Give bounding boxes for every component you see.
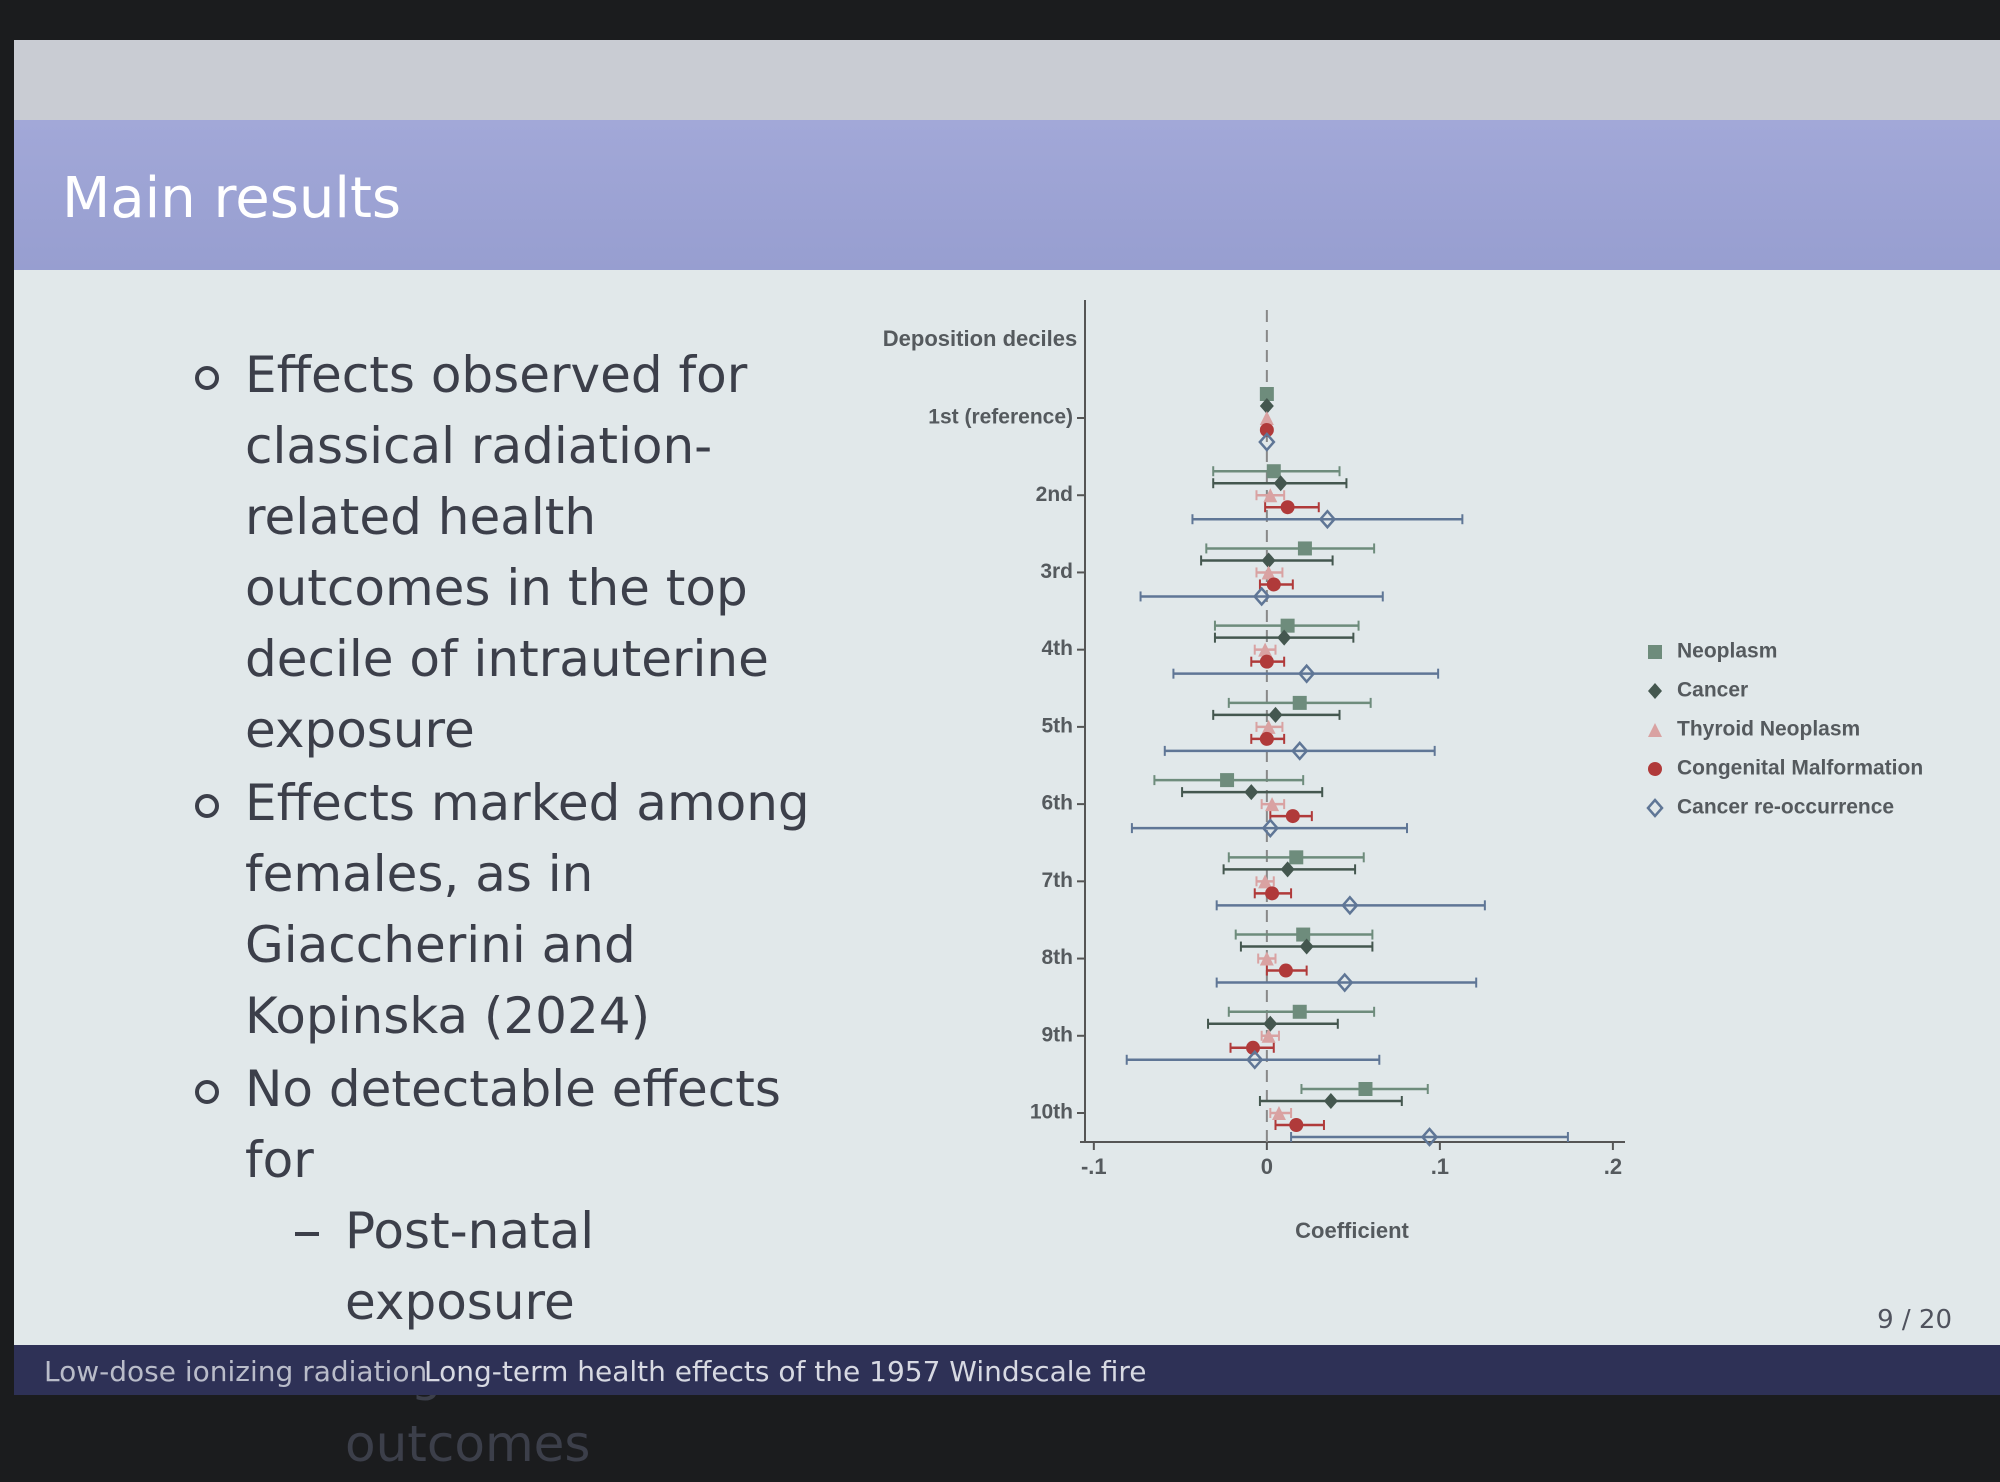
y-tick-label: 6th: [1042, 792, 1074, 815]
point: [1323, 1093, 1338, 1109]
footer-title: Long-term health effects of the 1957 Win…: [424, 1355, 1147, 1388]
point: [1259, 398, 1274, 414]
x-tick-label: 0: [1261, 1154, 1273, 1179]
point: [1299, 938, 1314, 955]
point: [1258, 642, 1273, 657]
point: [1278, 963, 1293, 978]
point: [1358, 1082, 1373, 1096]
point: [1268, 706, 1283, 723]
y-tick-label: 1st (reference): [928, 406, 1073, 429]
point: [1259, 951, 1274, 966]
x-tick-label: .2: [1604, 1154, 1622, 1179]
point: [1289, 850, 1304, 865]
y-tick-label: 2nd: [1036, 483, 1073, 506]
point: [1259, 387, 1274, 401]
legend-label: Cancer: [1677, 679, 1748, 702]
legend-marker: [1646, 798, 1664, 818]
point: [1259, 654, 1274, 669]
point: [1266, 464, 1281, 479]
point: [1336, 972, 1354, 993]
legend-label: Neoplasm: [1677, 640, 1777, 663]
legend-marker: [1648, 762, 1662, 776]
sub-bullet: Post-natal exposure: [245, 1196, 829, 1338]
point: [1292, 695, 1307, 710]
point: [1266, 577, 1281, 592]
y-tick-label: 9th: [1042, 1023, 1074, 1046]
header-bar: Main results: [14, 120, 2000, 270]
footer-short-title: Low-dose ionizing radiation: [44, 1355, 428, 1388]
point: [1263, 488, 1278, 503]
point: [1277, 629, 1292, 646]
point: [1420, 1127, 1439, 1147]
point: [1244, 784, 1259, 801]
point: [1246, 1049, 1264, 1070]
point: [1291, 740, 1309, 761]
bullet: Effects marked among females, as in Giac…: [189, 768, 829, 1052]
point: [1261, 1028, 1276, 1043]
y-tick-label: 4th: [1042, 637, 1074, 660]
bullet-text: No detectable effects for: [245, 1060, 781, 1189]
legend-label: Congenital Malformation: [1677, 757, 1923, 780]
y-tick-label: 3rd: [1040, 560, 1073, 583]
point: [1259, 731, 1274, 746]
point: [1259, 411, 1274, 425]
legend-marker: [1648, 645, 1662, 659]
bullet: Effects observed for classical radiation…: [189, 340, 829, 766]
point: [1289, 1118, 1304, 1132]
legend-label: Thyroid Neoplasm: [1677, 718, 1860, 741]
point: [1297, 541, 1312, 556]
legend-label: Cancer re-occurrence: [1677, 796, 1894, 819]
point: [1261, 719, 1276, 734]
slide-title: Main results: [62, 166, 402, 231]
point: [1258, 432, 1276, 452]
point: [1285, 809, 1300, 824]
y-axis-title: Deposition deciles: [883, 326, 1077, 351]
point: [1292, 1004, 1307, 1019]
point: [1258, 874, 1273, 889]
point: [1253, 586, 1271, 607]
point: [1265, 797, 1280, 812]
legend-marker: [1648, 683, 1662, 699]
point: [1271, 1106, 1286, 1120]
y-tick-label: 7th: [1042, 869, 1074, 892]
top-band: [14, 40, 2000, 120]
y-tick-label: 10th: [1030, 1101, 1073, 1124]
point: [1280, 618, 1295, 633]
slide: Main results Effects observed for classi…: [14, 40, 2000, 1473]
point: [1261, 818, 1279, 839]
y-tick-label: 5th: [1042, 714, 1074, 737]
y-tick-label: 8th: [1042, 946, 1074, 969]
page-number: 9 / 20: [1877, 1305, 1952, 1335]
point: [1280, 500, 1295, 515]
point: [1273, 475, 1288, 492]
point: [1296, 927, 1311, 942]
footer-bar: Low-dose ionizing radiation Long-term he…: [14, 1345, 2000, 1395]
point: [1246, 1040, 1261, 1055]
x-tick-label: -.1: [1081, 1154, 1107, 1179]
point: [1259, 423, 1274, 437]
point: [1263, 1015, 1278, 1032]
point: [1318, 509, 1337, 530]
point: [1265, 886, 1280, 901]
point: [1261, 552, 1276, 569]
x-tick-label: .1: [1431, 1154, 1449, 1179]
point: [1341, 895, 1359, 916]
legend-marker: [1648, 723, 1662, 737]
point: [1297, 663, 1316, 684]
point: [1261, 565, 1276, 580]
point: [1280, 861, 1295, 878]
point: [1220, 773, 1235, 788]
x-axis-title: Coefficient: [1295, 1218, 1409, 1243]
